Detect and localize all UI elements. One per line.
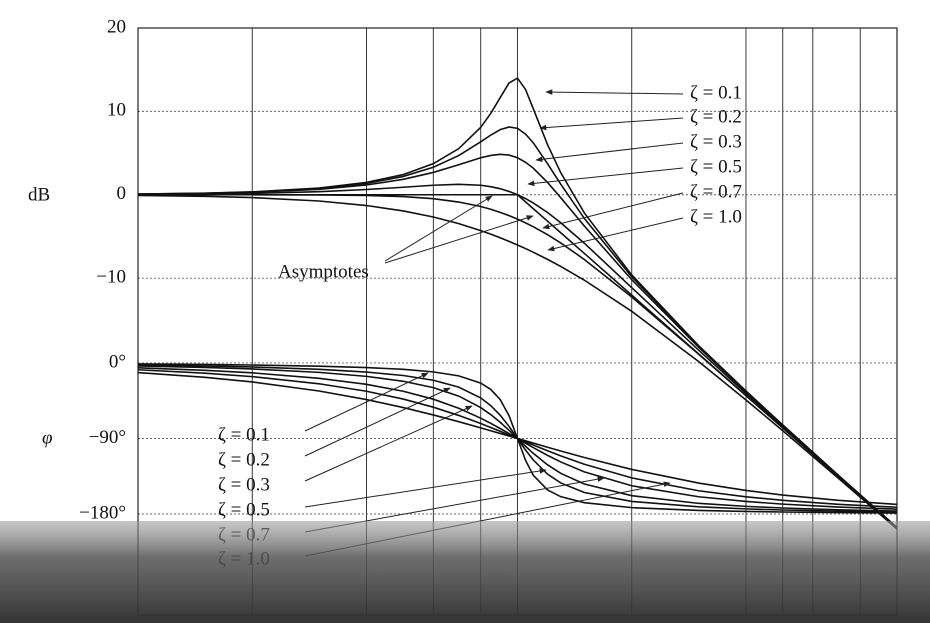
annotation-arrow	[304, 387, 451, 457]
y2-axis-label: φ	[42, 427, 53, 448]
curves	[138, 77, 897, 530]
phase-curve	[138, 371, 897, 506]
annotation-arrow	[547, 217, 684, 252]
video-overlay	[0, 521, 930, 623]
phase-series-label: ζ = 0.5	[218, 499, 270, 520]
series-label: ζ = 1.0	[690, 206, 742, 227]
series-label: ζ = 0.7	[690, 181, 742, 202]
series-label: ζ = 0.5	[690, 156, 742, 177]
series-label: Asymptotes	[278, 261, 369, 282]
annotation-arrow	[304, 468, 547, 508]
phase-series-label: ζ = 0.2	[218, 449, 270, 470]
phase-curve	[138, 363, 897, 514]
annotation-arrow	[384, 215, 534, 264]
annotation-arrow	[539, 117, 684, 131]
annotation-arrow	[384, 195, 493, 262]
y-tick-label: 0	[117, 183, 127, 204]
magnitude-curve	[138, 153, 897, 529]
phase-curve	[138, 364, 897, 513]
phase-curve	[138, 365, 897, 512]
annotation-arrow	[535, 142, 684, 163]
series-label: ζ = 0.2	[690, 106, 742, 127]
annotation-arrow	[304, 372, 429, 432]
magnitude-curve	[138, 183, 897, 529]
y-tick-label: 20	[107, 16, 126, 37]
magnitude-curve	[138, 193, 897, 529]
annotation-arrow	[304, 405, 473, 482]
y2-tick-label: −180°	[79, 502, 126, 523]
y2-tick-label: 0°	[109, 351, 126, 372]
magnitude-curve	[138, 194, 897, 530]
annotation-arrow	[527, 167, 684, 187]
annotation-arrow	[542, 192, 684, 230]
y-tick-label: −10	[96, 267, 126, 288]
y-axis-label: dB	[28, 184, 50, 205]
annotation-arrow	[545, 89, 684, 95]
y-tick-label: 10	[107, 100, 126, 121]
phase-series-label: ζ = 0.1	[218, 424, 270, 445]
y2-tick-label: −90°	[89, 427, 126, 448]
series-label: ζ = 0.3	[690, 131, 742, 152]
phase-series-label: ζ = 0.3	[218, 474, 270, 495]
series-label: ζ = 0.1	[690, 82, 742, 103]
